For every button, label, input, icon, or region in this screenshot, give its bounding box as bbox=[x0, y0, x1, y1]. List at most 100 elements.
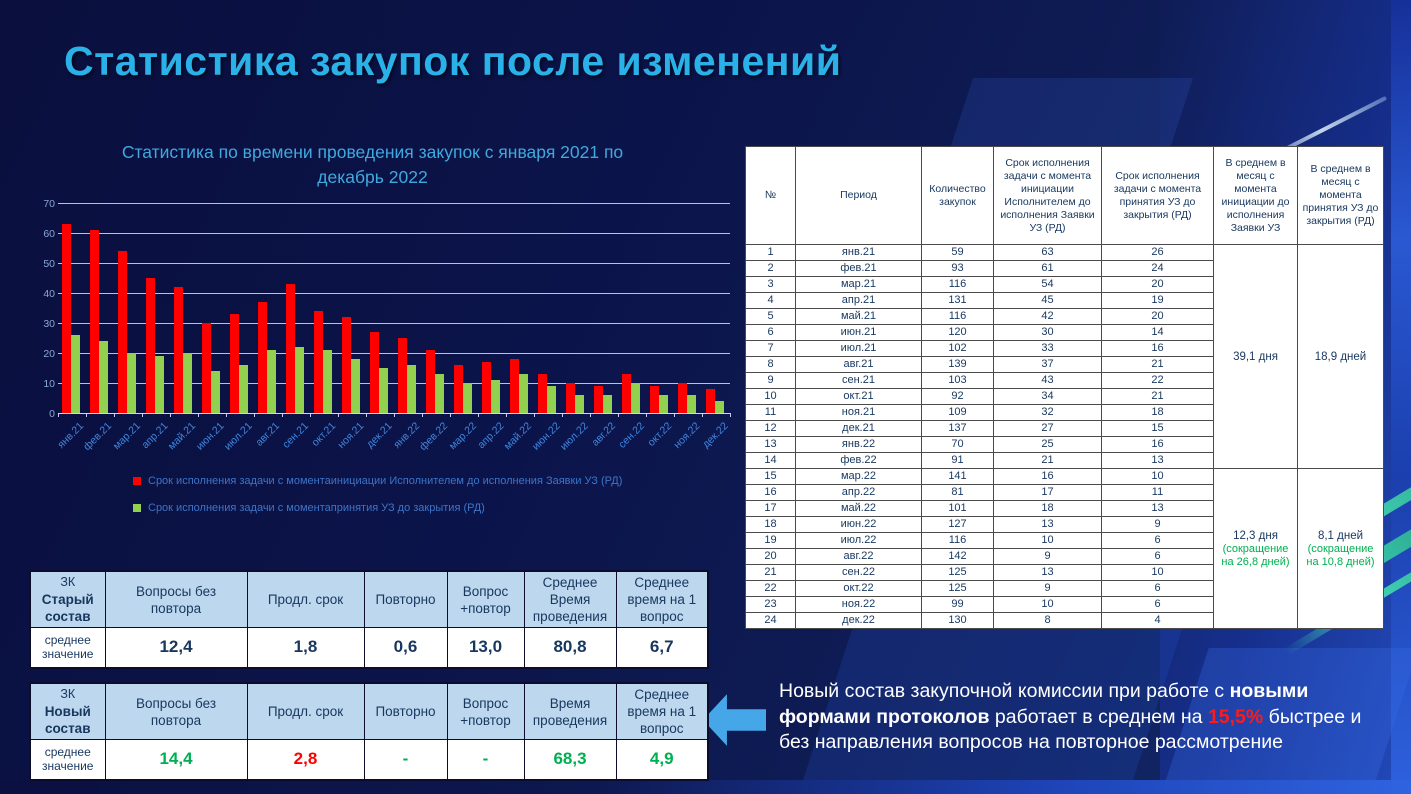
column-header: Вопрос +повтор bbox=[446, 570, 525, 628]
x-axis-label: авг.22 bbox=[589, 420, 619, 449]
row-label: среднее значение bbox=[29, 627, 106, 668]
bar-acceptance bbox=[379, 368, 388, 413]
column-header: Срок исполнения задачи с момента приняти… bbox=[1101, 146, 1214, 245]
table-cell: 120 bbox=[921, 324, 994, 341]
summary-table-new: ЗК Новый состав Вопросы без повтора Продл. с… bbox=[29, 682, 709, 781]
x-axis-tick bbox=[422, 413, 423, 417]
table-cell: 45 bbox=[993, 292, 1102, 309]
x-axis-tick bbox=[58, 413, 59, 417]
table-cell: май.21 bbox=[795, 308, 922, 325]
gridline bbox=[58, 383, 730, 384]
corner-header: ЗК Новый состав bbox=[29, 682, 106, 740]
table-cell: 43 bbox=[993, 372, 1102, 389]
table-cell: ноя.22 bbox=[795, 596, 922, 613]
table-cell: 15 bbox=[1101, 420, 1214, 437]
legend-swatch-red bbox=[133, 477, 141, 485]
column-header: В среднем в месяц с момента принятия УЗ … bbox=[1297, 146, 1384, 245]
x-axis-label: июл.21 bbox=[221, 420, 255, 453]
table-row: 22 окт.22 125 9 6 bbox=[745, 580, 1384, 597]
callout-segment: Новый состав закупочной комиссии при раб… bbox=[779, 680, 1230, 702]
y-axis-label: 50 bbox=[43, 258, 55, 270]
column-header: Количество закупок bbox=[921, 146, 994, 245]
table-cell: 42 bbox=[993, 308, 1102, 325]
avg-value: 12,3 дня bbox=[1233, 529, 1278, 542]
row-label: среднее значение bbox=[29, 739, 106, 780]
table-cell: 19 bbox=[1101, 292, 1214, 309]
x-axis-label: фев.21 bbox=[81, 420, 115, 453]
table-cell: 17 bbox=[745, 500, 796, 517]
table-cell: 139 bbox=[921, 356, 994, 373]
column-header: Среднее время на 1 вопрос bbox=[615, 570, 709, 628]
summary-table-old: ЗК Старый состав Вопросы без повтора Продл. … bbox=[29, 570, 709, 669]
gridline bbox=[58, 263, 730, 264]
gridline bbox=[58, 353, 730, 354]
x-axis-label: мар.21 bbox=[110, 420, 143, 453]
table-cell: 142 bbox=[921, 548, 994, 565]
table-cell: янв.22 bbox=[795, 436, 922, 453]
table-cell: фев.22 bbox=[795, 452, 922, 469]
table-cell: 30 bbox=[993, 324, 1102, 341]
header-row: ЗК Старый состав Вопросы без повтора Продл. … bbox=[29, 570, 709, 628]
table-cell: 32 bbox=[993, 404, 1102, 421]
x-axis-tick bbox=[142, 413, 143, 417]
x-axis-tick bbox=[478, 413, 479, 417]
bar-acceptance bbox=[267, 350, 276, 413]
table-row: 23 ноя.22 99 10 6 bbox=[745, 596, 1384, 613]
x-axis-tick bbox=[86, 413, 87, 417]
column-header: Период bbox=[795, 146, 922, 245]
table-cell: 103 bbox=[921, 372, 994, 389]
table-cell: май.22 bbox=[795, 500, 922, 517]
table-row: 13 янв.22 70 25 16 bbox=[745, 436, 1384, 453]
table-cell: 10 bbox=[993, 532, 1102, 549]
table-cell: 10 bbox=[993, 596, 1102, 613]
header-row: ЗК Новый состав Вопросы без повтора Продл. с… bbox=[29, 682, 709, 740]
corner-header: ЗК Старый состав bbox=[29, 570, 106, 628]
table-cell: июл.21 bbox=[795, 340, 922, 357]
table-cell: 18 bbox=[993, 500, 1102, 517]
x-axis-label: янв.21 bbox=[55, 420, 87, 451]
x-axis-label: июн.22 bbox=[529, 420, 563, 453]
table-cell: 125 bbox=[921, 564, 994, 581]
x-axis-label: окт.21 bbox=[309, 420, 339, 449]
value-cell: - bbox=[363, 739, 448, 780]
value-row: среднее значение 12,4 1,8 0,6 13,0 80,8 6,7 bbox=[29, 627, 709, 668]
legend-item: Срок исполнения задачи с моментаинициаци… bbox=[133, 475, 622, 487]
table-cell: июн.22 bbox=[795, 516, 922, 533]
value-cell: 68,3 bbox=[523, 739, 617, 780]
table-cell: 10 bbox=[1101, 564, 1214, 581]
value-cell: 12,4 bbox=[104, 627, 248, 668]
table-cell: 9 bbox=[993, 580, 1102, 597]
table-cell: 2 bbox=[745, 260, 796, 277]
table-row: 10 окт.21 92 34 21 bbox=[745, 388, 1384, 405]
column-header: Время проведения bbox=[523, 682, 617, 740]
column-header: Среднее время на 1 вопрос bbox=[615, 682, 709, 740]
x-axis-label: окт.22 bbox=[645, 420, 675, 449]
y-axis-label: 60 bbox=[43, 228, 55, 240]
table-cell: 7 bbox=[745, 340, 796, 357]
table-cell: 13 bbox=[993, 564, 1102, 581]
avg-reduction-note: (сокращение на 26,8 дней) bbox=[1221, 542, 1290, 568]
bar-initiation bbox=[566, 383, 575, 413]
bar-acceptance bbox=[687, 395, 696, 413]
table-row: 15 мар.22 141 16 10 12,3 дня (сокращение на 26… bbox=[745, 468, 1384, 629]
bar-initiation bbox=[398, 338, 407, 413]
gridline bbox=[58, 293, 730, 294]
bar-acceptance bbox=[575, 395, 584, 413]
table-row: 11 ноя.21 109 32 18 bbox=[745, 404, 1384, 421]
bar-acceptance bbox=[155, 356, 164, 413]
y-axis-label: 0 bbox=[49, 408, 55, 420]
bar-initiation bbox=[650, 386, 659, 413]
callout-segment: 15,5% bbox=[1207, 705, 1264, 728]
table-row: 1 янв.21 59 63 26 39,1 дня 18,9 дней bbox=[745, 244, 1384, 469]
table-cell: 20 bbox=[745, 548, 796, 565]
y-axis-label: 70 bbox=[43, 198, 55, 210]
table-cell: 22 bbox=[745, 580, 796, 597]
table-cell: 25 bbox=[993, 436, 1102, 453]
table-cell: 16 bbox=[745, 484, 796, 501]
bar-initiation bbox=[342, 317, 351, 413]
value-cell: - bbox=[446, 739, 525, 780]
x-axis-label: фев.22 bbox=[417, 420, 451, 453]
column-header: Вопрос +повтор bbox=[446, 682, 525, 740]
table-cell: 109 bbox=[921, 404, 994, 421]
bar-acceptance bbox=[463, 383, 472, 413]
